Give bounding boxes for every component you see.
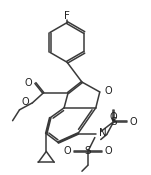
Text: O: O: [25, 78, 32, 88]
Text: O: O: [105, 146, 112, 156]
Text: N: N: [99, 128, 107, 138]
Text: F: F: [64, 11, 70, 21]
Text: O: O: [63, 146, 71, 156]
Text: O: O: [105, 86, 112, 96]
Text: O: O: [22, 97, 29, 107]
Text: O: O: [110, 112, 117, 122]
Text: O: O: [130, 117, 137, 127]
Text: S: S: [110, 117, 117, 127]
Text: S: S: [85, 146, 91, 156]
